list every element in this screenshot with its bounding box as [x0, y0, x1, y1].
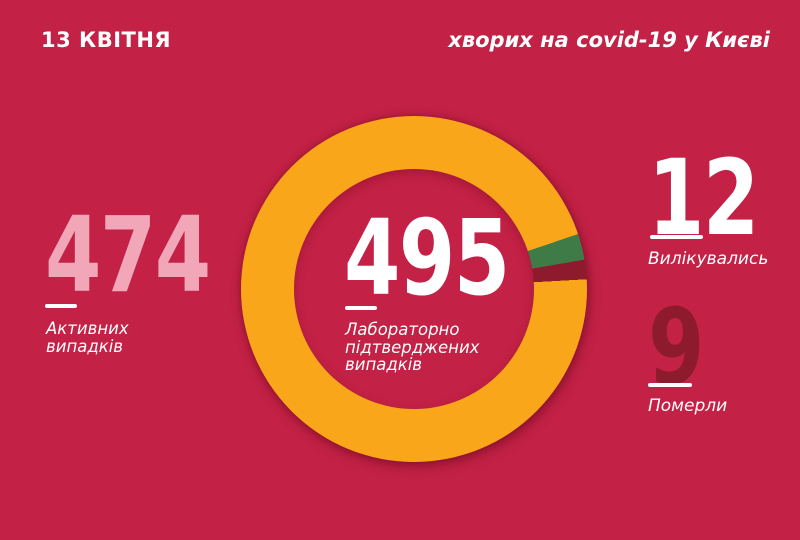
- header-title: хворих на covid-19 у Києві: [448, 28, 770, 52]
- confirmed-cases-value: 495: [344, 197, 510, 319]
- header-date: 13 КВІТНЯ: [41, 28, 172, 52]
- recovered-label: Вилікувались: [648, 249, 769, 269]
- active-cases-underline: [45, 304, 77, 308]
- died-underline: [648, 383, 692, 387]
- active-cases-label: Активних випадків: [46, 319, 129, 356]
- confirmed-cases-label: Лабораторно підтверджених випадків: [345, 320, 480, 375]
- recovered-value: 12: [648, 137, 759, 259]
- donut-ring: [241, 116, 587, 462]
- died-label: Померли: [648, 396, 728, 416]
- donut-hole: [294, 169, 534, 409]
- confirmed-cases-underline: [345, 306, 377, 310]
- recovered-underline: [650, 235, 703, 239]
- active-cases-value: 474: [45, 194, 211, 316]
- died-value: 9: [648, 286, 704, 408]
